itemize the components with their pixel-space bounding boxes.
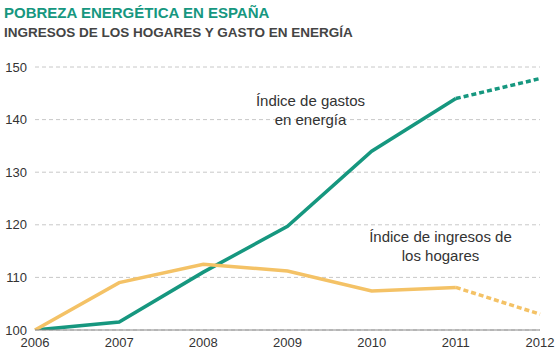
svg-text:2010: 2010 [357,335,386,350]
svg-text:100: 100 [5,323,27,338]
svg-text:150: 150 [5,60,27,75]
svg-text:2007: 2007 [105,335,134,350]
svg-text:110: 110 [6,270,27,285]
html-text:POBREZA ENERGÉTICA EN ESPAÑA: POBREZA ENERGÉTICA EN ESPAÑA [4,4,270,21]
html-text:INGRESOS DE LOS HOGARES Y GAST: INGRESOS DE LOS HOGARES Y GASTO EN ENERG… [4,25,353,40]
svg-text:2009: 2009 [273,335,302,350]
html-text:Índice de ingresos de los hoga: Índice de ingresos de los hogares [369,228,512,264]
html-text:Índice de gastos en energía: Índice de gastos en energía [255,92,366,128]
svg-text:2011: 2011 [442,335,470,350]
svg-text:120: 120 [5,217,27,232]
svg-text:2006: 2006 [20,335,50,351]
svg-text:2008: 2008 [189,335,218,350]
svg-text:2012: 2012 [526,335,555,350]
svg-text:140: 140 [5,112,27,127]
svg-text:130: 130 [5,165,27,180]
